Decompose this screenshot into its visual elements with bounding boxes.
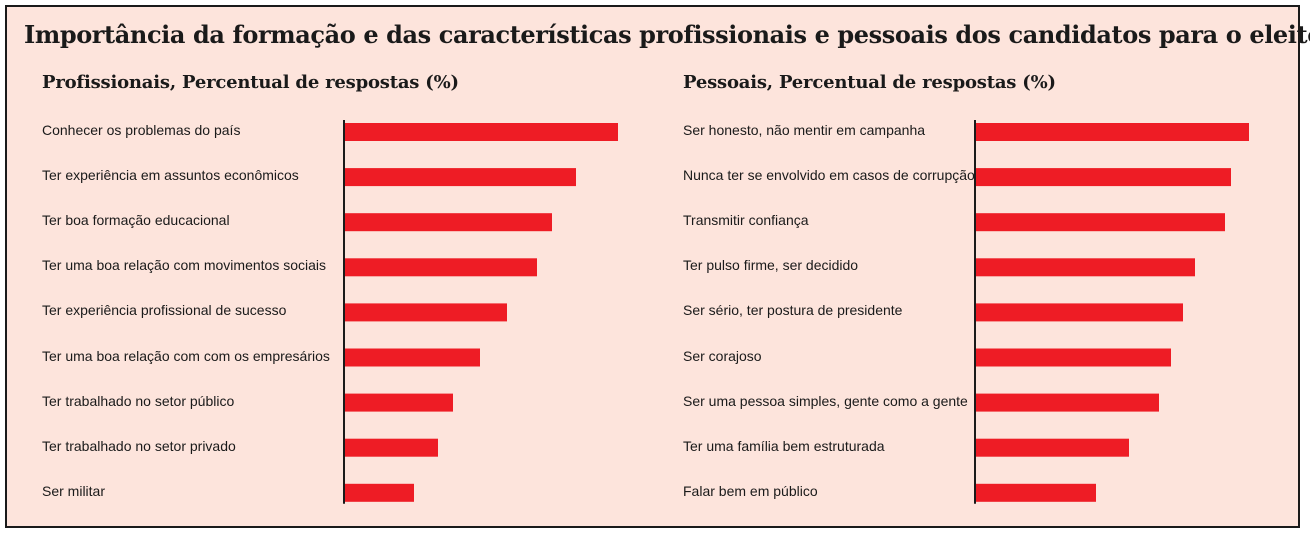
left-bar-2 [345,168,576,187]
right-bar-1 [976,123,1249,141]
left-category-label-3: Ter boa formação educacional [42,212,230,229]
right-bar-2 [976,168,1231,187]
right-category-label-9: Falar bem em público [683,482,818,499]
right-bar-5 [976,303,1183,322]
left-bar-1 [345,123,618,141]
right-bar-8 [976,438,1129,457]
left-category-label-7: Ter trabalhado no setor público [42,392,235,409]
left-panel-title: Profissionais, Percentual de respostas (… [42,72,459,93]
right-bar-3 [976,213,1225,232]
page-title: Importância da formação e das caracterís… [24,20,1310,49]
left-category-label-2: Ter experiência em assuntos econômicos [42,167,299,184]
left-bar-6 [345,348,480,367]
right-category-label-4: Ter pulso firme, ser decidido [683,257,859,274]
left-category-label-9: Ser militar [42,482,106,499]
right-category-label-2: Nunca ter se envolvido em casos de corru… [683,167,975,184]
right-bar-4 [976,258,1195,277]
right-bar-6 [976,348,1171,367]
right-panel-title: Pessoais, Percentual de respostas (%) [683,72,1056,93]
right-category-label-6: Ser corajoso [683,347,762,364]
left-bar-3 [345,213,552,232]
right-category-label-5: Ser sério, ter postura de presidente [683,302,903,319]
left-bar-4 [345,258,537,277]
right-category-label-1: Ser honesto, não mentir em campanha [683,122,926,138]
right-category-label-7: Ser uma pessoa simples, gente como a gen… [683,392,968,409]
left-category-label-1: Conhecer os problemas do país [42,122,241,138]
right-category-label-3: Transmitir confiança [683,212,809,229]
right-bar-7 [976,393,1159,412]
left-category-label-4: Ter uma boa relação com movimentos socia… [42,257,327,274]
left-bar-9 [345,483,414,502]
left-bar-5 [345,303,507,322]
left-bar-7 [345,393,453,412]
right-category-label-8: Ter uma família bem estruturada [683,437,885,454]
left-category-label-6: Ter uma boa relação com com os empresári… [42,347,330,364]
left-bar-8 [345,438,438,457]
left-category-label-8: Ter trabalhado no setor privado [42,437,236,454]
left-category-label-5: Ter experiência profissional de sucesso [42,302,287,319]
right-bar-9 [976,483,1096,502]
